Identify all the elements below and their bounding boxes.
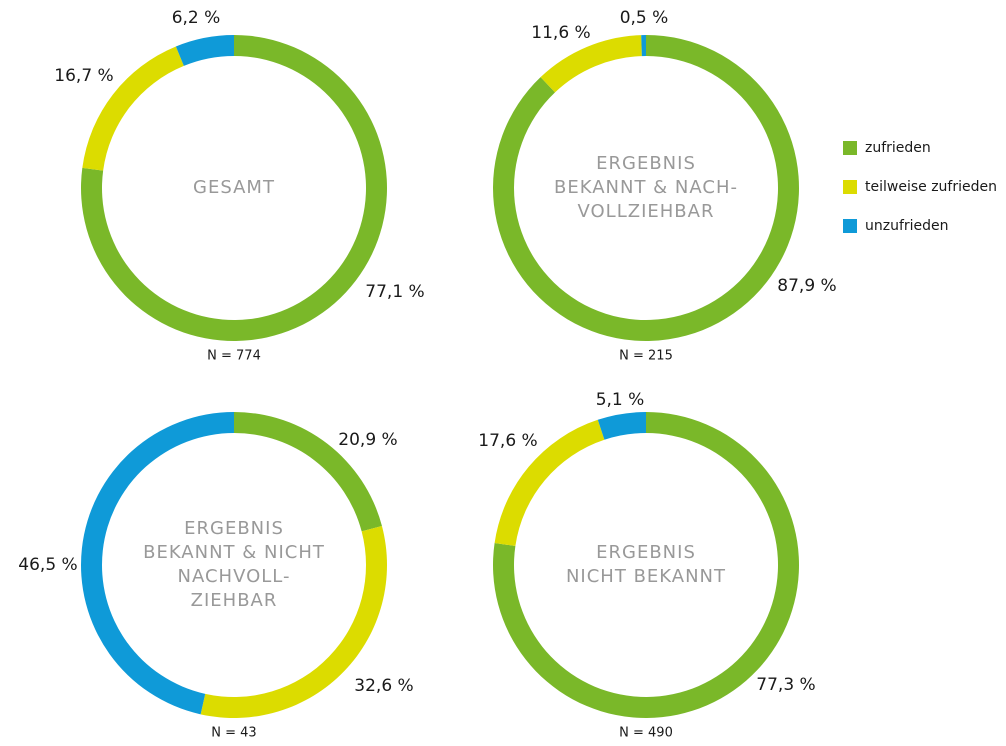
chart-title: ERGEBNIS <box>596 542 696 563</box>
chart-title: NACHVOLL- <box>178 566 291 587</box>
chart-title: ZIEHBAR <box>191 590 278 611</box>
value-label: 17,6 % <box>478 431 537 451</box>
chart-title: VOLLZIEHBAR <box>578 201 715 222</box>
legend-label: zufrieden <box>865 140 931 156</box>
value-label: 77,1 % <box>365 282 424 302</box>
value-label: 5,1 % <box>596 390 645 410</box>
legend-swatch <box>843 219 857 233</box>
value-label: 77,3 % <box>756 675 815 695</box>
value-label: 0,5 % <box>620 8 669 28</box>
donut-segment <box>494 419 605 546</box>
value-label: 11,6 % <box>531 23 590 43</box>
legend-label: unzufrieden <box>865 218 949 234</box>
value-label: 87,9 % <box>777 276 836 296</box>
value-label: 20,9 % <box>338 430 397 450</box>
sample-size: N = 774 <box>207 349 261 364</box>
value-label: 16,7 % <box>54 66 113 86</box>
donut-segment <box>234 412 382 532</box>
chart-title: BEKANNT & NACH- <box>554 177 738 198</box>
donut-segment <box>175 35 234 66</box>
donut-segment <box>641 35 646 57</box>
chart-title: ERGEBNIS <box>596 153 696 174</box>
sample-size: N = 490 <box>619 726 673 741</box>
chart-title: GESAMT <box>193 177 275 198</box>
donut-segment <box>82 46 184 171</box>
donut-segment <box>81 412 234 715</box>
chart-title: BEKANNT & NICHT <box>143 542 325 563</box>
donut-segment <box>200 526 387 718</box>
value-label: 32,6 % <box>354 676 413 696</box>
chart-title: ERGEBNIS <box>184 518 284 539</box>
donut-segment <box>540 35 642 93</box>
legend-label: teilweise zufrieden <box>865 179 997 195</box>
sample-size: N = 43 <box>211 726 256 741</box>
donut-segment <box>597 412 646 440</box>
chart-title: NICHT BEKANNT <box>566 566 726 587</box>
value-label: 46,5 % <box>18 555 77 575</box>
legend-swatch <box>843 180 857 194</box>
legend-swatch <box>843 141 857 155</box>
value-label: 6,2 % <box>172 8 221 28</box>
sample-size: N = 215 <box>619 349 673 364</box>
